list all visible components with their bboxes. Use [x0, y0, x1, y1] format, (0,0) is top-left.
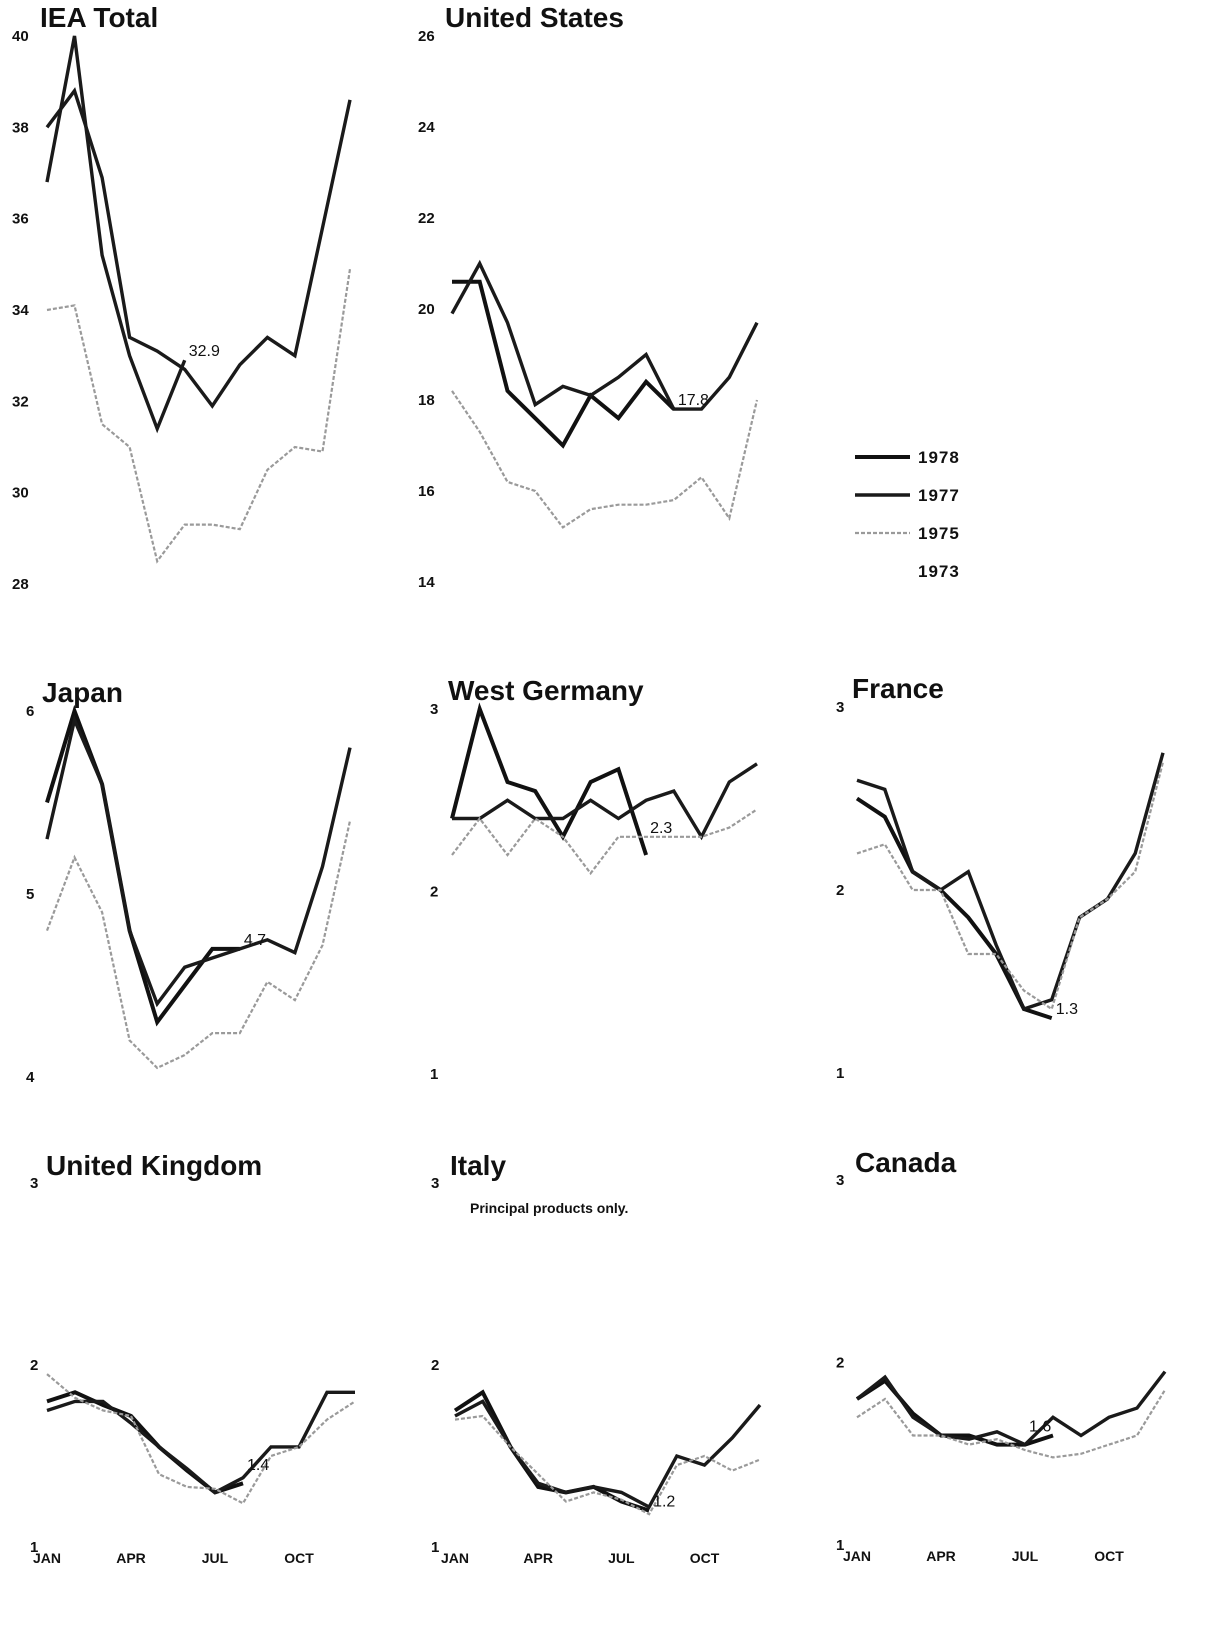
y-tick-label: 1	[836, 1537, 844, 1554]
panel-iea: IEA Total 28 30 32 34 36 38 40 32.9	[12, 2, 352, 593]
panel-title: Japan	[42, 677, 123, 708]
panel-canada: Canada 1 2 3 1.6 JAN APR JUL OCT	[836, 1147, 1167, 1564]
y-tick-label: 1	[836, 1065, 844, 1082]
series-line-1975	[856, 761, 1165, 1011]
panel-title: IEA Total	[40, 2, 158, 33]
month-label: JAN	[843, 1548, 871, 1564]
y-tick-label: 16	[418, 483, 435, 500]
y-tick-label: 3	[836, 699, 844, 716]
series-line-1977	[450, 259, 759, 411]
panel-title: Italy	[450, 1150, 506, 1181]
y-tick-label: 28	[12, 576, 29, 593]
y-tick-label: 3	[30, 1175, 38, 1192]
y-tick-label: 24	[418, 119, 435, 136]
panel-title: Canada	[855, 1147, 957, 1178]
series-line-1978	[46, 1390, 244, 1495]
series-line-1977	[45, 87, 352, 409]
series-line-1975	[451, 390, 759, 529]
month-label: JAN	[441, 1550, 469, 1566]
y-tick-label: 38	[12, 119, 29, 136]
value-callout: 1.6	[1029, 1419, 1051, 1436]
y-tick-label: 5	[26, 886, 34, 903]
month-label: OCT	[284, 1550, 314, 1566]
y-tick-label: 3	[836, 1172, 844, 1189]
value-callout: 17.8	[678, 392, 709, 409]
panel-note: Principal products only.	[470, 1200, 628, 1216]
panel-title: West Germany	[448, 675, 644, 706]
panel-france: France 1 2 3 1.3	[836, 673, 1165, 1082]
legend: 1978 1977 1975 1973	[855, 448, 960, 581]
legend-label: 1973	[918, 562, 960, 581]
legend-label: 1975	[918, 524, 960, 543]
value-callout: 2.3	[650, 820, 672, 837]
y-tick-label: 30	[12, 485, 29, 502]
series-line-1978	[45, 704, 240, 1027]
panel-uk: United Kingdom 1 2 3 1.4 JAN APR JUL OCT	[30, 1150, 356, 1566]
series-line-1978	[452, 279, 676, 449]
value-callout: 1.3	[1056, 1001, 1078, 1018]
value-callout: 1.4	[247, 1457, 269, 1474]
series-line-1977	[452, 762, 758, 841]
series-line-1975	[46, 1373, 356, 1505]
panel-japan: Japan 4 5 6 4.7	[26, 677, 352, 1086]
series-line-1977	[45, 35, 187, 434]
series-line-1975	[454, 1414, 761, 1516]
y-tick-label: 36	[12, 211, 29, 228]
series-line-1975	[451, 808, 758, 876]
series-line-1978	[450, 702, 649, 856]
series-line-1977	[856, 752, 1165, 1012]
series-line-1977	[46, 1390, 355, 1495]
series-line-1978	[855, 796, 1053, 1021]
series-line-1977	[855, 1370, 1167, 1447]
y-tick-label: 14	[418, 574, 435, 591]
value-callout: 1.2	[653, 1494, 675, 1511]
series-line-1975	[45, 820, 352, 1070]
month-label: OCT	[690, 1550, 720, 1566]
y-tick-label: 1	[431, 1539, 439, 1556]
month-label: OCT	[1094, 1548, 1124, 1564]
legend-label: 1978	[918, 448, 960, 467]
y-tick-label: 3	[430, 701, 438, 718]
month-label: JAN	[33, 1550, 61, 1566]
y-tick-label: 2	[30, 1357, 38, 1374]
month-label: JUL	[1012, 1548, 1039, 1564]
y-tick-label: 18	[418, 392, 435, 409]
y-tick-label: 2	[431, 1357, 439, 1374]
month-label: JUL	[608, 1550, 635, 1566]
y-tick-label: 1	[30, 1539, 38, 1556]
y-tick-label: 2	[836, 882, 844, 899]
series-line-1977	[45, 714, 352, 1008]
month-label: APR	[523, 1550, 553, 1566]
y-tick-label: 26	[418, 28, 435, 45]
value-callout: 4.7	[244, 932, 266, 949]
y-tick-label: 4	[26, 1069, 35, 1086]
y-tick-label: 2	[430, 884, 438, 901]
month-label: JUL	[202, 1550, 229, 1566]
panel-title: United Kingdom	[46, 1150, 262, 1181]
panel-italy: Italy Principal products only. 1 2 3 1.2 JAN AP…	[431, 1150, 762, 1566]
month-label: APR	[926, 1548, 956, 1564]
y-tick-label: 22	[418, 210, 435, 227]
y-tick-label: 6	[26, 703, 34, 720]
series-line-1975	[856, 1389, 1166, 1459]
value-callout: 32.9	[189, 343, 220, 360]
series-line-1977	[454, 1399, 762, 1510]
y-tick-label: 3	[431, 1175, 439, 1192]
panel-title: United States	[445, 2, 624, 33]
series-line-1975	[46, 268, 352, 564]
y-tick-label: 20	[418, 301, 435, 318]
y-tick-label: 40	[12, 28, 29, 45]
series-line-1978	[855, 1378, 1054, 1447]
panel-title: France	[852, 673, 944, 704]
legend-label: 1977	[918, 486, 960, 505]
panel-us: United States 14 16 18 20 22 24 26 17.8	[418, 2, 759, 591]
month-label: APR	[116, 1550, 146, 1566]
y-tick-label: 1	[430, 1066, 438, 1083]
y-tick-label: 2	[836, 1355, 844, 1372]
y-tick-label: 34	[12, 302, 29, 319]
panel-wgermany: West Germany 1 2 3 2.3	[430, 675, 758, 1083]
y-tick-label: 32	[12, 393, 29, 410]
